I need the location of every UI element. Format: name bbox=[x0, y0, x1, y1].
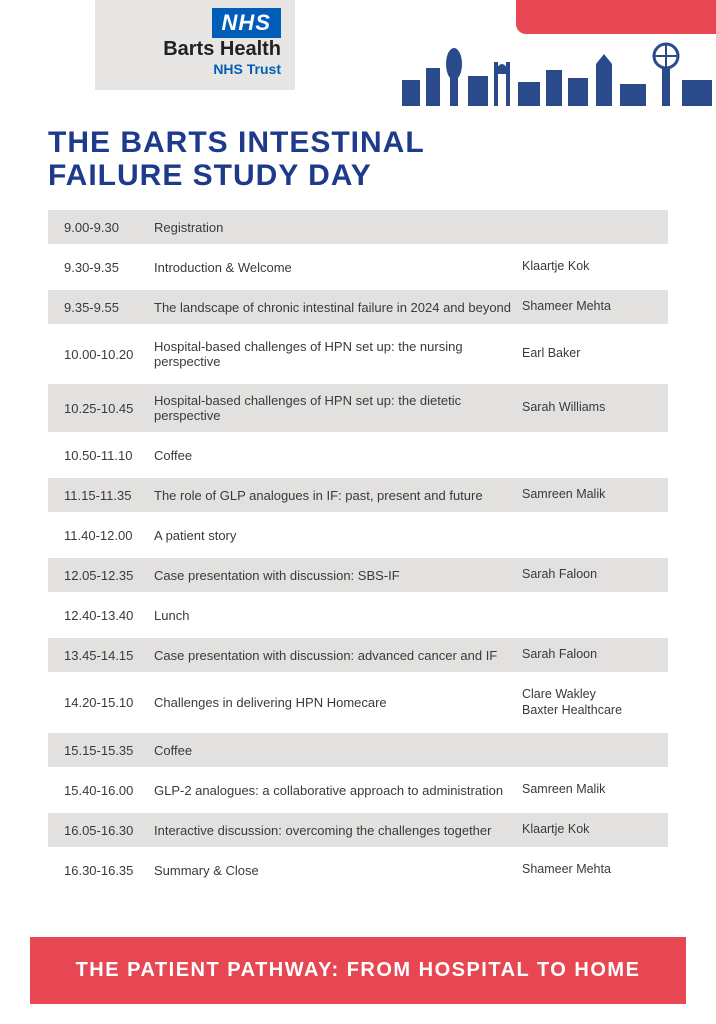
time-cell: 13.45-14.15 bbox=[64, 648, 154, 663]
time-cell: 10.25-10.45 bbox=[64, 401, 154, 416]
speaker-cell: Shameer Mehta bbox=[522, 862, 652, 878]
speaker-cell: Sarah Faloon bbox=[522, 567, 652, 583]
time-cell: 11.15-11.35 bbox=[64, 488, 154, 503]
nhs-badge: NHS bbox=[212, 8, 281, 38]
schedule-row: 12.05-12.35Case presentation with discus… bbox=[48, 558, 668, 592]
time-cell: 16.30-16.35 bbox=[64, 863, 154, 878]
time-cell: 12.05-12.35 bbox=[64, 568, 154, 583]
speaker-cell: Earl Baker bbox=[522, 346, 652, 362]
nhs-trust-text: NHS Trust bbox=[109, 61, 281, 77]
schedule-row: 16.05-16.30Interactive discussion: overc… bbox=[48, 813, 668, 847]
speaker-cell: Samreen Malik bbox=[522, 782, 652, 798]
schedule-row: 10.50-11.10Coffee bbox=[48, 438, 668, 472]
barts-health-text: Barts Health bbox=[109, 38, 281, 61]
time-cell: 9.00-9.30 bbox=[64, 220, 154, 235]
title-line-2: FAILURE STUDY DAY bbox=[48, 159, 372, 192]
time-cell: 15.40-16.00 bbox=[64, 783, 154, 798]
schedule-row: 14.20-15.10Challenges in delivering HPN … bbox=[48, 678, 668, 727]
session-title-cell: Interactive discussion: overcoming the c… bbox=[154, 823, 522, 838]
session-title-cell: Hospital-based challenges of HPN set up:… bbox=[154, 393, 522, 423]
time-cell: 12.40-13.40 bbox=[64, 608, 154, 623]
schedule-row: 15.40-16.00GLP-2 analogues: a collaborat… bbox=[48, 773, 668, 807]
page-title: THE BARTS INTESTINAL FAILURE STUDY DAY bbox=[48, 126, 716, 192]
time-cell: 14.20-15.10 bbox=[64, 695, 154, 710]
schedule-row: 15.15-15.35Coffee bbox=[48, 733, 668, 767]
speaker-cell: Shameer Mehta bbox=[522, 299, 652, 315]
schedule-row: 13.45-14.15Case presentation with discus… bbox=[48, 638, 668, 672]
schedule-row: 10.00-10.20Hospital-based challenges of … bbox=[48, 330, 668, 378]
session-title-cell: The landscape of chronic intestinal fail… bbox=[154, 300, 522, 315]
session-title-cell: Introduction & Welcome bbox=[154, 260, 522, 275]
speaker-cell: Sarah Williams bbox=[522, 400, 652, 416]
schedule-row: 9.00-9.30Registration bbox=[48, 210, 668, 244]
time-cell: 10.00-10.20 bbox=[64, 347, 154, 362]
schedule-row: 10.25-10.45Hospital-based challenges of … bbox=[48, 384, 668, 432]
speaker-cell: Klaartje Kok bbox=[522, 259, 652, 275]
session-title-cell: GLP-2 analogues: a collaborative approac… bbox=[154, 783, 522, 798]
nhs-logo-block: NHS Barts Health NHS Trust bbox=[95, 0, 295, 90]
time-cell: 10.50-11.10 bbox=[64, 448, 154, 463]
session-title-cell: The role of GLP analogues in IF: past, p… bbox=[154, 488, 522, 503]
schedule-table: 9.00-9.30Registration 9.30-9.35Introducti… bbox=[48, 210, 668, 887]
speaker-cell: Clare Wakley Baxter Healthcare bbox=[522, 687, 652, 718]
time-cell: 16.05-16.30 bbox=[64, 823, 154, 838]
red-corner-accent bbox=[516, 0, 716, 34]
schedule-row: 12.40-13.40Lunch bbox=[48, 598, 668, 632]
session-title-cell: Coffee bbox=[154, 743, 522, 758]
session-title-cell: Registration bbox=[154, 220, 522, 235]
schedule-row: 16.30-16.35Summary & CloseShameer Mehta bbox=[48, 853, 668, 887]
session-title-cell: Coffee bbox=[154, 448, 522, 463]
time-cell: 9.30-9.35 bbox=[64, 260, 154, 275]
session-title-cell: A patient story bbox=[154, 528, 522, 543]
time-cell: 9.35-9.55 bbox=[64, 300, 154, 315]
schedule-row: 9.35-9.55The landscape of chronic intest… bbox=[48, 290, 668, 324]
time-cell: 11.40-12.00 bbox=[64, 528, 154, 543]
speaker-cell: Klaartje Kok bbox=[522, 822, 652, 838]
london-skyline-icon bbox=[396, 34, 716, 106]
session-title-cell: Summary & Close bbox=[154, 863, 522, 878]
footer-banner: THE PATIENT PATHWAY: FROM HOSPITAL TO HO… bbox=[30, 937, 686, 1004]
schedule-row: 11.15-11.35The role of GLP analogues in … bbox=[48, 478, 668, 512]
schedule-row: 9.30-9.35Introduction & WelcomeKlaartje … bbox=[48, 250, 668, 284]
session-title-cell: Case presentation with discussion: SBS-I… bbox=[154, 568, 522, 583]
schedule-row: 11.40-12.00A patient story bbox=[48, 518, 668, 552]
header: NHS Barts Health NHS Trust bbox=[0, 0, 716, 110]
session-title-cell: Lunch bbox=[154, 608, 522, 623]
session-title-cell: Hospital-based challenges of HPN set up:… bbox=[154, 339, 522, 369]
speaker-cell: Samreen Malik bbox=[522, 487, 652, 503]
time-cell: 15.15-15.35 bbox=[64, 743, 154, 758]
speaker-cell: Sarah Faloon bbox=[522, 647, 652, 663]
session-title-cell: Case presentation with discussion: advan… bbox=[154, 648, 522, 663]
session-title-cell: Challenges in delivering HPN Homecare bbox=[154, 695, 522, 710]
title-line-1: THE BARTS INTESTINAL bbox=[48, 126, 425, 159]
